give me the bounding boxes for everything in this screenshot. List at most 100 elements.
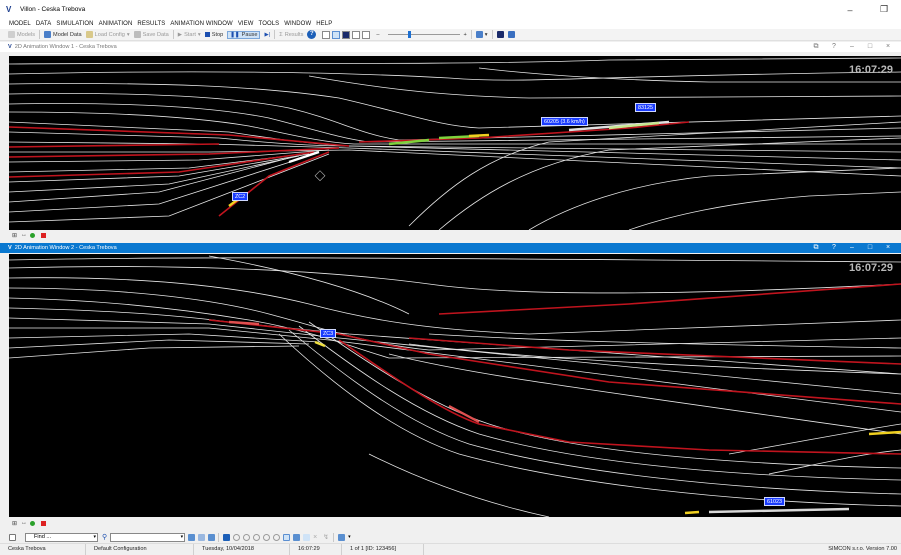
view-mode-2-icon[interactable] <box>332 30 341 39</box>
status-time: 16:07:29 <box>290 543 342 555</box>
stop-button[interactable]: Stop <box>204 32 223 38</box>
select-zoom-icon[interactable] <box>223 533 231 541</box>
minimize-button[interactable]: – <box>847 4 853 15</box>
minimize-button[interactable]: – <box>850 244 854 251</box>
train-tag[interactable]: 61023 <box>764 497 785 506</box>
start-button[interactable]: ▶ Start ▾ <box>178 32 201 38</box>
find-dropdown[interactable]: Find ... ▾ <box>25 532 98 542</box>
track-layout-2 <box>9 255 901 517</box>
measure-icon[interactable] <box>293 533 301 541</box>
status-record: 1 of 1 [ID: 123456] <box>342 543 424 555</box>
slider-thumb[interactable] <box>408 31 412 38</box>
slider-track <box>387 34 460 35</box>
animation-canvas-1[interactable]: 16:07:29 60205 (3.6 km/h) 83125 ZC2 <box>9 56 901 230</box>
view-mode-4-icon[interactable] <box>352 30 361 39</box>
train-tag[interactable]: ZC3 <box>320 329 337 338</box>
window-cascade-icon[interactable] <box>507 31 515 38</box>
search-input[interactable]: ▾ <box>110 532 186 542</box>
animation-speed-slider[interactable] <box>387 30 460 39</box>
toolbar-separator <box>470 30 472 39</box>
navigate-icon[interactable] <box>198 533 206 541</box>
chevron-down-icon: ▾ <box>126 31 130 38</box>
main-toolbar: Models Model Data Load Config ▾ Save Dat… <box>0 29 901 41</box>
pointer-icon[interactable] <box>303 533 311 541</box>
chevron-down-icon: ▾ <box>197 31 201 38</box>
view-mode-5-icon[interactable] <box>362 30 371 39</box>
zoom-out-button[interactable]: – <box>376 31 380 38</box>
help-icon[interactable]: ? <box>307 30 317 39</box>
train-tag[interactable]: ZC2 <box>232 192 249 201</box>
minimize-button[interactable]: – <box>850 43 854 50</box>
menu-simulation[interactable]: SIMULATION <box>56 21 94 27</box>
menu-bar: MODEL DATA SIMULATION ANIMATION RESULTS … <box>0 19 901 29</box>
train-tag[interactable]: 83125 <box>635 103 656 112</box>
status-configuration: Default Configuration <box>86 543 194 555</box>
zoom-out-icon[interactable] <box>253 533 261 541</box>
maximize-button[interactable]: □ <box>867 43 873 50</box>
menu-window[interactable]: WINDOW <box>284 21 312 27</box>
maximize-button[interactable]: □ <box>867 244 873 251</box>
arrow-icon[interactable]: ↔ <box>21 520 28 526</box>
route-icon[interactable]: ↯ <box>323 533 330 541</box>
zoom-fit-icon[interactable] <box>263 533 271 541</box>
play-icon: ▶ <box>177 31 183 38</box>
pause-button[interactable]: ❚❚ Pause <box>227 30 261 39</box>
models-button[interactable]: Models <box>8 31 35 38</box>
model-data-button[interactable]: Model Data <box>44 31 82 38</box>
view-mode-1-icon[interactable] <box>322 30 331 39</box>
animation-canvas-2[interactable]: 16:07:29 ZC3 61023 <box>9 254 901 517</box>
delete-icon[interactable]: × <box>313 533 318 541</box>
sum-icon: Σ <box>279 31 283 38</box>
model-data-label: Model Data <box>53 31 82 38</box>
find-options-icon[interactable] <box>9 533 16 541</box>
close-icon[interactable]: × <box>885 43 891 50</box>
red-signal-icon[interactable] <box>41 520 47 526</box>
navigate-icon[interactable] <box>188 533 196 541</box>
green-signal-icon[interactable] <box>30 520 36 526</box>
menu-tools[interactable]: TOOLS <box>258 21 280 27</box>
arrow-icon[interactable]: ↔ <box>21 232 28 238</box>
menu-results[interactable]: RESULTS <box>137 21 166 27</box>
table-icon <box>44 31 52 38</box>
results-button[interactable]: Σ Results <box>279 32 303 38</box>
menu-animation-window[interactable]: ANIMATION WINDOW <box>170 21 233 27</box>
grid-icon[interactable]: ⊞ <box>12 520 18 527</box>
layout-dropdown-button[interactable]: ▾ <box>475 31 488 38</box>
window-options-icon[interactable]: ⧉ <box>813 43 819 50</box>
help-icon[interactable]: ? <box>832 244 836 251</box>
save-data-button[interactable]: Save Data <box>133 31 169 38</box>
chevron-down-icon: ▾ <box>180 533 184 540</box>
green-signal-icon[interactable] <box>30 232 36 238</box>
zoom-in-button[interactable]: + <box>463 31 467 38</box>
close-icon[interactable]: × <box>885 244 891 251</box>
window-tile-icon[interactable] <box>496 31 504 38</box>
red-signal-icon[interactable] <box>41 232 47 238</box>
train-tag[interactable]: 60205 (3.6 km/h) <box>541 117 588 126</box>
animation-window-1-statusbar: ⊞ ↔ <box>0 230 901 240</box>
save-data-label: Save Data <box>142 31 169 38</box>
layers-icon[interactable] <box>338 533 346 541</box>
pause-label: Pause <box>241 31 258 38</box>
grid-icon[interactable]: ⊞ <box>12 232 18 239</box>
navigate-icon[interactable] <box>208 533 216 541</box>
results-label: Results <box>284 31 304 38</box>
menu-animation[interactable]: ANIMATION <box>98 21 133 27</box>
pan-icon[interactable] <box>283 533 291 541</box>
load-config-button[interactable]: Load Config ▾ <box>85 31 130 38</box>
view-mode-3-icon[interactable] <box>342 30 351 39</box>
window-options-icon[interactable]: ⧉ <box>813 244 819 251</box>
help-icon[interactable]: ? <box>832 43 836 50</box>
step-button[interactable]: ▶| <box>264 32 270 38</box>
zoom-in-icon[interactable] <box>243 533 251 541</box>
status-bar: Ceska Trebova Default Configuration Tues… <box>0 543 901 555</box>
menu-view[interactable]: VIEW <box>237 21 254 27</box>
menu-data[interactable]: DATA <box>35 21 52 27</box>
menu-model[interactable]: MODEL <box>9 21 31 27</box>
restore-button[interactable]: ❐ <box>879 4 889 14</box>
menu-help[interactable]: HELP <box>316 21 333 27</box>
toolbar-separator <box>39 30 41 39</box>
zoom-reset-icon[interactable] <box>273 533 281 541</box>
zoom-in-icon[interactable] <box>233 533 241 541</box>
find-label: Find ... <box>34 533 52 540</box>
binoculars-icon[interactable]: ⚲ <box>102 534 108 541</box>
